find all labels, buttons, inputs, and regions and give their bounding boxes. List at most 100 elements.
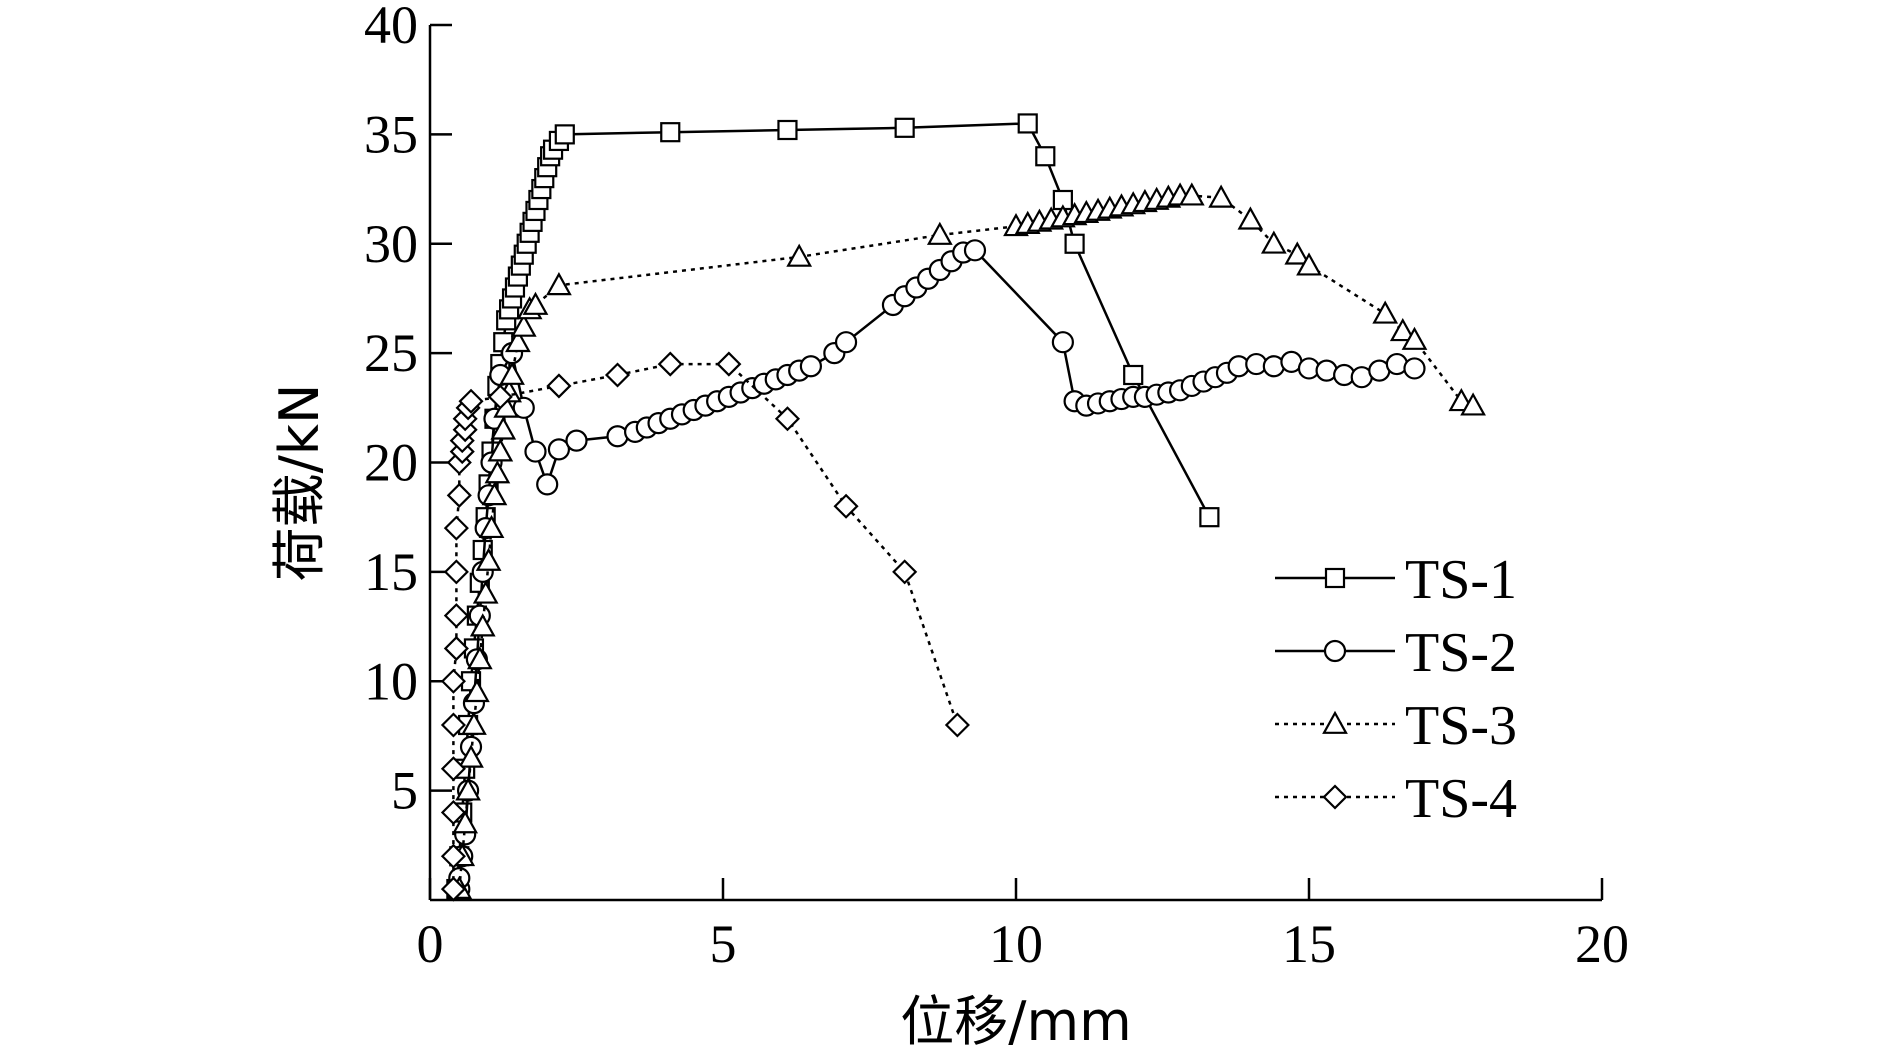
data-point [443,603,469,629]
data-point [604,362,631,388]
data-point [546,373,572,399]
data-point [1123,364,1144,386]
y-tick-label: 40 [364,0,418,55]
series-ts-2 [448,239,1426,901]
data-point [466,646,493,670]
data-point [894,117,915,138]
x-axis-ticks: 0 5 10 15 20 [417,878,1629,974]
x-tick-label: 0 [417,914,444,974]
series-line [455,122,1211,890]
data-point [1284,241,1311,265]
data-point [1199,507,1220,528]
y-tick-label: 15 [364,542,418,602]
x-tick-label: 20 [1575,914,1629,974]
data-point [443,559,469,585]
data-point [1372,300,1399,324]
data-point [1296,252,1322,276]
data-point [1178,182,1205,206]
legend: TS-1 TS-2 TS-3 TS-4 [1275,549,1517,830]
data-point [512,396,535,419]
y-tick-label: 25 [364,323,418,383]
data-point [926,221,953,245]
data-point [1017,113,1038,134]
data-point [440,712,466,738]
data-point [440,756,466,782]
legend-label: TS-2 [1405,622,1517,684]
legend-item: TS-3 [1275,695,1517,757]
legend-marker [1322,784,1348,810]
data-point [440,843,466,869]
data-point [1208,184,1234,208]
data-point [458,388,484,414]
data-point [510,313,537,337]
data-point [547,438,571,461]
series-layer [440,113,1486,902]
data-point [522,291,549,315]
data-point [440,668,466,694]
data-point [1051,331,1074,354]
data-point [1035,146,1056,167]
data-point [446,482,472,508]
data-point [1460,392,1486,416]
series-ts-4 [440,351,970,902]
data-point [487,438,514,462]
data-point [963,239,987,262]
data-point [478,514,505,539]
legend-item: TS-2 [1275,622,1517,684]
legend-marker [1323,639,1347,663]
x-axis-label: 位移/mm [900,990,1131,1053]
y-tick-label: 35 [364,104,418,164]
data-point [716,351,742,377]
x-tick-label: 10 [989,914,1043,974]
data-point [777,119,798,141]
data-point [565,429,588,452]
y-axis-label: 荷载/kN [268,384,331,582]
data-point [461,711,487,735]
data-point [455,777,481,801]
data-point [464,678,490,703]
legend-label: TS-4 [1405,768,1517,830]
y-tick-label: 30 [364,214,418,274]
data-point [472,580,499,604]
y-tick-label: 20 [364,433,418,493]
data-point [487,384,513,410]
data-point [657,351,683,377]
data-point [499,361,525,385]
series-line [452,362,959,890]
data-point [546,272,572,296]
data-point [892,559,918,585]
data-point [458,744,484,768]
series-ts-1 [446,113,1220,900]
y-tick-label: 10 [364,651,418,711]
data-point [481,482,508,506]
data-point [554,124,575,145]
data-point [443,635,469,661]
data-point [833,493,859,519]
data-point [799,355,823,378]
legend-label: TS-1 [1405,549,1517,611]
data-point [440,876,466,902]
data-point [440,799,466,826]
data-point [536,473,559,496]
data-point [1260,230,1287,254]
data-point [475,547,502,571]
data-point [1403,357,1426,380]
data-point [505,328,531,353]
legend-marker [1322,710,1348,734]
legend-item: TS-4 [1275,768,1517,830]
data-point [786,243,813,267]
data-point [443,515,469,541]
data-point [1389,317,1416,342]
y-tick-label: 5 [391,761,418,821]
data-point [834,331,858,354]
y-axis-ticks: 5 10 15 20 25 30 35 40 [364,0,452,821]
data-point [944,712,970,738]
data-point [774,406,801,432]
x-tick-label: 15 [1282,914,1336,974]
data-point [1064,233,1085,254]
legend-item: TS-1 [1275,549,1517,611]
data-point [1237,206,1264,230]
data-point [452,810,479,834]
data-point [524,440,547,463]
